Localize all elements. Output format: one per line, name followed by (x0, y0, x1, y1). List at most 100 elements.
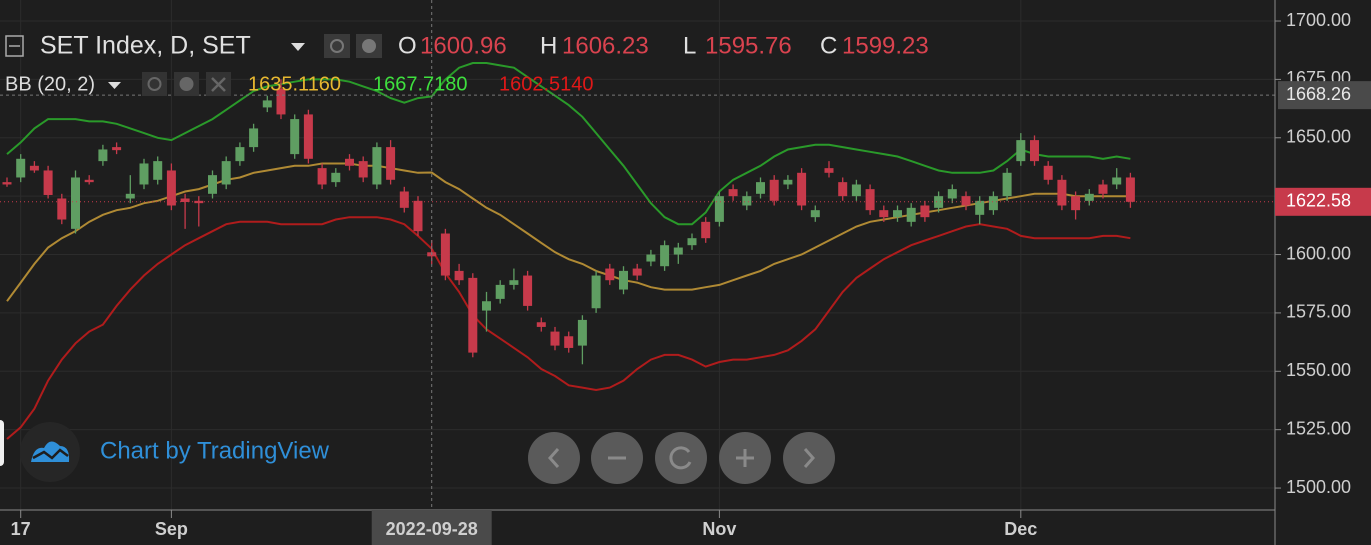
candle-body (235, 147, 245, 162)
x-tick-label: Sep (155, 519, 188, 539)
y-tick-label: 1575.00 (1286, 302, 1351, 322)
y-tick-label: 1650.00 (1286, 127, 1351, 147)
candle-body (1084, 193, 1094, 201)
candle-body (975, 200, 985, 215)
watermark-cloud (31, 441, 70, 462)
candle-body (29, 165, 39, 171)
indicator-name: BB (20, 2) (5, 73, 95, 95)
scroll-right-icon (803, 448, 816, 468)
candle-body (125, 193, 135, 199)
candle-body (2, 182, 12, 185)
candle-body (1002, 172, 1012, 197)
crosshair-price-box (1278, 81, 1371, 110)
candle-body (468, 277, 478, 353)
candle-body (276, 88, 286, 115)
y-tick-label: 1700.00 (1286, 10, 1351, 30)
candle-body (1125, 177, 1135, 202)
y-tick-label: 1550.00 (1286, 360, 1351, 380)
candle-body (783, 179, 793, 185)
candle-body (673, 247, 683, 255)
candle-body (331, 172, 341, 183)
candle-body (934, 196, 944, 208)
candle-body (1030, 140, 1039, 162)
x-tick-label: Nov (702, 519, 736, 539)
eye-icon (147, 77, 162, 91)
candle-body (564, 336, 574, 348)
candle-body (660, 245, 670, 267)
eye-button[interactable] (324, 34, 350, 58)
candle-body (920, 205, 930, 218)
candle-body (180, 198, 190, 202)
candle-body (523, 275, 533, 306)
candle-body (153, 161, 163, 180)
candle-body (1057, 179, 1067, 206)
candle-body (810, 210, 820, 218)
axes: 1500.001525.001550.001575.001600.001625.… (11, 10, 1371, 545)
scroll-left-button[interactable] (528, 432, 580, 484)
indicator-value: 1635.1160 (248, 73, 341, 95)
side-tab[interactable] (0, 420, 4, 466)
candle-body (728, 189, 738, 197)
candle-body (591, 275, 601, 309)
candle-body (16, 158, 26, 178)
ohlc-key: C (820, 32, 837, 59)
candle-body (797, 172, 807, 206)
y-tick-label: 1500.00 (1286, 477, 1351, 497)
candle-body (454, 270, 464, 281)
x-tick-label: Dec (1004, 519, 1037, 539)
candle-body (509, 280, 519, 285)
y-tick-label: 1600.00 (1286, 243, 1351, 263)
watermark-text: Chart by TradingView (100, 437, 330, 464)
candle-body (824, 168, 834, 173)
candle-body (84, 179, 94, 183)
remove-icon (211, 77, 226, 92)
indicator-dropdown[interactable] (108, 82, 121, 89)
navigation (528, 432, 835, 484)
candle-body (317, 168, 327, 185)
band-line (6, 216, 1131, 440)
candle-body (769, 179, 779, 201)
candle-body (112, 147, 122, 151)
candle-body (879, 210, 889, 218)
y-tick-label: 1525.00 (1286, 418, 1351, 438)
collapse-icon[interactable] (5, 35, 24, 57)
candle-body (701, 221, 711, 239)
candle-body (249, 128, 259, 148)
indicator-value: 1667.7180 (373, 73, 468, 95)
eye-icon (330, 39, 344, 53)
crosshair-price-label: 1668.26 (1286, 84, 1351, 104)
gear-icon (362, 39, 376, 53)
candle-body (756, 182, 765, 194)
candle-body (646, 254, 656, 262)
ohlc-value: 1595.76 (705, 32, 792, 59)
candle-body (413, 200, 423, 232)
candle-body (71, 177, 80, 229)
indicator-eye-button[interactable] (142, 72, 167, 96)
candle-body (440, 233, 450, 276)
candle-body (536, 322, 546, 327)
candle-body (290, 119, 300, 155)
last-price-label: 1622.58 (1286, 191, 1351, 211)
candle-body (550, 331, 560, 346)
candle-body (482, 301, 491, 311)
reset-button[interactable] (655, 432, 707, 484)
candle-body (947, 189, 957, 199)
indicator-legend: 1635.1160 1667.7180 1602.5140 (248, 73, 594, 95)
ohlc-value: 1600.96 (420, 32, 507, 59)
candle-body (632, 268, 642, 276)
candle-body (221, 161, 231, 185)
candle-body (961, 196, 971, 206)
dropdown-arrow[interactable] (291, 43, 305, 51)
scroll-right-button[interactable] (783, 432, 835, 484)
candle-body (262, 100, 272, 108)
candle-body (1112, 177, 1122, 185)
candle-body (358, 161, 368, 178)
candle-body (1016, 140, 1026, 162)
plot (0, 0, 1275, 510)
candle-body (194, 200, 204, 204)
candle-body (619, 270, 628, 290)
scroll-left-icon (547, 448, 560, 468)
chart-title: SET Index, D, SET (40, 32, 251, 60)
candle-body (851, 184, 861, 197)
candle-body (893, 210, 902, 218)
